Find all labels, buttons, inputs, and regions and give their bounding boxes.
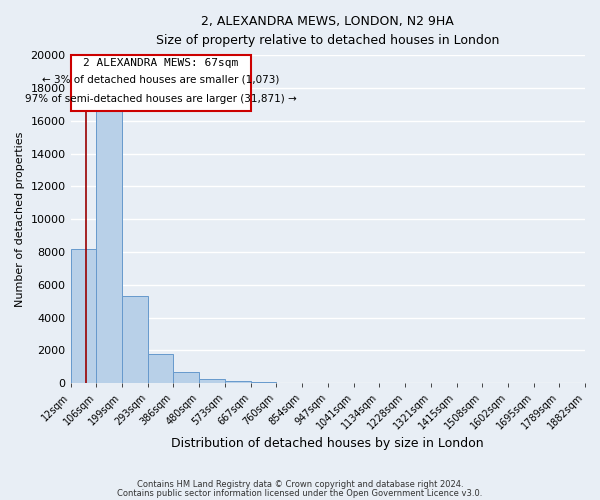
Text: Contains HM Land Registry data © Crown copyright and database right 2024.: Contains HM Land Registry data © Crown c…: [137, 480, 463, 489]
Text: Contains public sector information licensed under the Open Government Licence v3: Contains public sector information licen…: [118, 488, 482, 498]
X-axis label: Distribution of detached houses by size in London: Distribution of detached houses by size …: [172, 437, 484, 450]
Text: 2 ALEXANDRA MEWS: 67sqm: 2 ALEXANDRA MEWS: 67sqm: [83, 58, 238, 68]
Bar: [97, 111, 122, 383]
Text: ← 3% of detached houses are smaller (1,073): ← 3% of detached houses are smaller (1,0…: [42, 74, 280, 85]
Title: 2, ALEXANDRA MEWS, LONDON, N2 9HA
Size of property relative to detached houses i: 2, ALEXANDRA MEWS, LONDON, N2 9HA Size o…: [156, 15, 499, 47]
FancyBboxPatch shape: [71, 55, 251, 111]
Text: 97% of semi-detached houses are larger (31,871) →: 97% of semi-detached houses are larger (…: [25, 94, 296, 104]
Bar: [148, 354, 173, 383]
Bar: [173, 372, 199, 383]
Bar: [251, 382, 277, 383]
Bar: [199, 378, 225, 383]
Bar: [225, 381, 251, 383]
Y-axis label: Number of detached properties: Number of detached properties: [15, 132, 25, 307]
Bar: [122, 296, 148, 383]
Bar: [71, 248, 97, 383]
